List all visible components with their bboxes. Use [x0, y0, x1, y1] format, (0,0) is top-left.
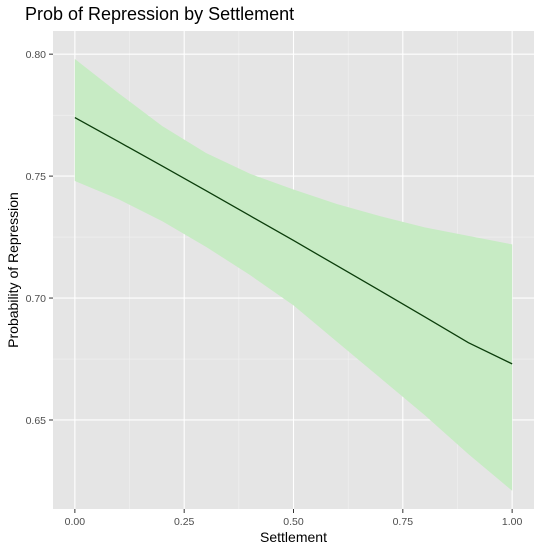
- y-tick-label: 0.70: [26, 293, 47, 305]
- y-tick-label: 0.80: [26, 49, 47, 61]
- y-tick-label: 0.65: [26, 415, 47, 427]
- x-axis: 0.00 0.25 0.50 0.75 1.00: [65, 509, 523, 528]
- x-tick-label: 0.00: [65, 516, 86, 528]
- x-tick-label: 0.25: [174, 516, 195, 528]
- y-axis-title: Probability of Repression: [5, 192, 21, 348]
- x-tick-label: 1.00: [502, 516, 523, 528]
- y-tick-label: 0.75: [26, 171, 47, 183]
- y-axis: 0.65 0.70 0.75 0.80: [26, 49, 53, 427]
- x-tick-label: 0.75: [393, 516, 414, 528]
- x-axis-title: Settlement: [260, 529, 327, 545]
- x-tick-label: 0.50: [283, 516, 304, 528]
